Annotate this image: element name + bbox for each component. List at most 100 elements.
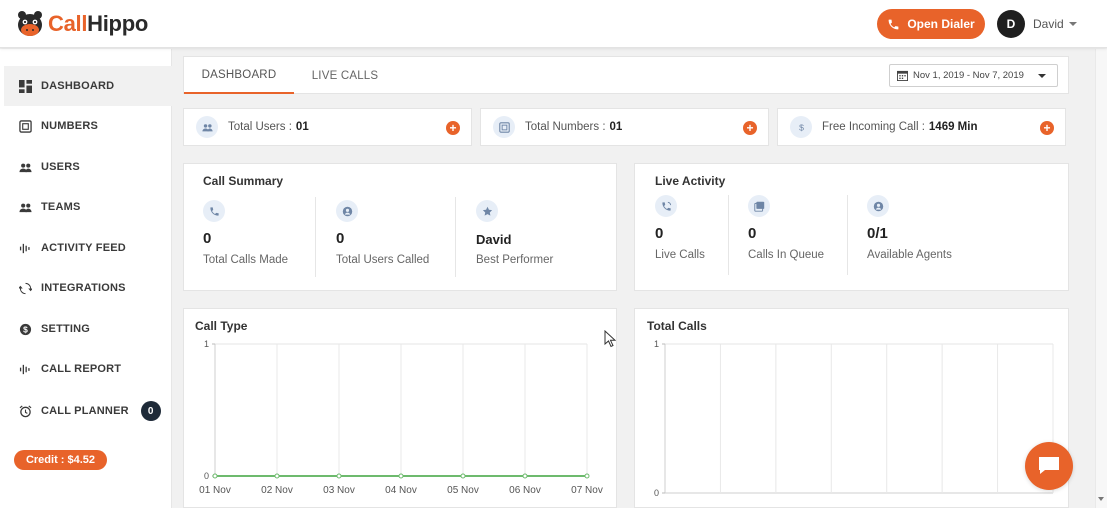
- user-circle-icon: [336, 200, 358, 222]
- live-calls-value: 0: [655, 225, 664, 242]
- sidebar-item-call-planner[interactable]: CALL PLANNER 0: [4, 391, 172, 431]
- call-type-chart: 0 1 01 Nov 02 Nov 03 Nov 04 Nov 05 Nov 06 Nov 07…: [199, 339, 603, 496]
- x-tick-label: 07 Nov: [571, 485, 603, 496]
- svg-text:$: $: [23, 324, 28, 334]
- call-planner-count-badge: 0: [140, 401, 161, 421]
- integrations-icon: [19, 282, 32, 294]
- call-type-title: Call Type: [195, 319, 248, 333]
- numbers-icon: [19, 119, 32, 133]
- sidebar-item-teams[interactable]: TEAMS: [4, 187, 172, 227]
- scroll-down-arrow-icon[interactable]: [1098, 497, 1104, 501]
- available-agents-label: Available Agents: [867, 249, 952, 261]
- data-point: [336, 473, 342, 479]
- date-range-picker[interactable]: Nov 1, 2019 - Nov 7, 2019: [889, 64, 1058, 87]
- sidebar-item-label: CALL REPORT: [41, 363, 122, 375]
- free-incoming-label: Free Incoming Call :: [822, 121, 925, 133]
- divider: [847, 195, 848, 275]
- add-number-button[interactable]: +: [743, 121, 757, 135]
- callhippo-logo[interactable]: CallHippo: [14, 8, 148, 40]
- user-menu[interactable]: David: [1033, 17, 1077, 31]
- sidebar-item-call-report[interactable]: CALL REPORT: [4, 349, 172, 389]
- tab-dashboard[interactable]: DASHBOARD: [184, 57, 294, 94]
- best-performer-value: David: [476, 232, 512, 247]
- live-activity-title: Live Activity: [655, 174, 726, 188]
- divider: [455, 197, 456, 277]
- data-point: [398, 473, 404, 479]
- data-point: [274, 473, 280, 479]
- sidebar-item-label: INTEGRATIONS: [41, 282, 126, 294]
- call-summary-panel: Call Summary 0 Total Calls Made 0 Total …: [183, 163, 617, 291]
- sidebar-item-dashboard[interactable]: DASHBOARD: [4, 66, 172, 106]
- total-numbers-value: 01: [609, 121, 623, 133]
- sidebar: DASHBOARD NUMBERS USERS TEAMS ACTIVITY F…: [0, 49, 172, 508]
- calls-in-queue-label: Calls In Queue: [748, 249, 825, 261]
- divider: [728, 195, 729, 275]
- tab-live-calls[interactable]: LIVE CALLS: [311, 69, 379, 82]
- sidebar-item-setting[interactable]: $ SETTING: [4, 309, 172, 349]
- phone-ringing-icon: [655, 195, 677, 217]
- chat-support-button[interactable]: [1025, 442, 1073, 490]
- data-point: [460, 473, 466, 479]
- live-calls-metric: 0 Live Calls: [655, 195, 705, 265]
- sidebar-item-label: TEAMS: [41, 201, 81, 213]
- total-calls-chart: 01: [654, 339, 1054, 498]
- total-users-called-label: Total Users Called: [336, 254, 430, 266]
- credit-badge[interactable]: Credit : $4.52: [14, 450, 107, 470]
- sidebar-item-label: USERS: [41, 161, 80, 173]
- sidebar-item-users[interactable]: USERS: [4, 147, 172, 187]
- x-tick-label: 05 Nov: [447, 485, 479, 496]
- sidebar-item-activity-feed[interactable]: ACTIVITY FEED: [4, 228, 172, 268]
- open-dialer-label: Open Dialer: [907, 17, 975, 31]
- sidebar-item-numbers[interactable]: NUMBERS: [4, 106, 172, 146]
- total-calls-title: Total Calls: [647, 319, 707, 333]
- x-tick-label: 03 Nov: [323, 485, 355, 496]
- sidebar-item-label: DASHBOARD: [41, 80, 115, 92]
- total-users-called-value: 0: [336, 230, 345, 247]
- free-incoming-card: $ Free Incoming Call : 1469 Min +: [777, 108, 1066, 146]
- username-label: David: [1033, 17, 1064, 31]
- total-users-card: Total Users : 01 +: [183, 108, 472, 146]
- total-users-called-metric: 0 Total Users Called: [336, 200, 429, 270]
- phone-icon: [888, 19, 899, 29]
- free-incoming-value: 1469 Min: [928, 121, 978, 133]
- total-users-label: Total Users :: [228, 121, 292, 133]
- live-calls-label: Live Calls: [655, 249, 705, 261]
- total-numbers-label: Total Numbers :: [525, 121, 606, 133]
- users-icon: [19, 163, 32, 172]
- page-scrollbar[interactable]: [1095, 49, 1107, 508]
- x-tick-label: 04 Nov: [385, 485, 417, 496]
- divider: [315, 197, 316, 277]
- logo-text-call: Call: [48, 11, 88, 36]
- sidebar-item-label: ACTIVITY FEED: [41, 242, 126, 254]
- add-user-button[interactable]: +: [446, 121, 460, 135]
- logo-text-hippo: Hippo: [87, 11, 148, 36]
- avatar[interactable]: D: [997, 10, 1025, 38]
- hippo-logo-icon: [14, 9, 46, 39]
- chevron-down-icon: [1068, 22, 1077, 26]
- setting-icon: $: [19, 323, 32, 335]
- total-calls-made-metric: 0 Total Calls Made: [203, 200, 288, 270]
- data-point: [584, 473, 590, 479]
- sidebar-item-integrations[interactable]: INTEGRATIONS: [4, 268, 172, 308]
- calls-in-queue-metric: 0 Calls In Queue: [748, 195, 824, 265]
- best-performer-metric: David Best Performer: [476, 200, 553, 270]
- activity-icon: [19, 243, 30, 253]
- total-calls-made-label: Total Calls Made: [203, 254, 289, 266]
- date-range-label: Nov 1, 2019 - Nov 7, 2019: [913, 70, 1024, 81]
- dashboard-tabbar: DASHBOARD LIVE CALLS Nov 1, 2019 - Nov 7…: [183, 56, 1069, 94]
- mouse-cursor-icon: [604, 330, 616, 348]
- y-tick-label: 1: [204, 339, 209, 349]
- top-header: CallHippo Open Dialer D David: [0, 0, 1107, 48]
- open-dialer-button[interactable]: Open Dialer: [877, 9, 985, 39]
- best-performer-label: Best Performer: [476, 254, 554, 266]
- teams-icon: [19, 203, 32, 212]
- sidebar-item-label: SETTING: [41, 323, 91, 335]
- y-tick-label: 0: [204, 471, 209, 481]
- total-numbers-card: Total Numbers : 01 +: [480, 108, 769, 146]
- add-minutes-button[interactable]: +: [1040, 121, 1054, 135]
- chevron-down-icon: [1038, 74, 1046, 78]
- data-point: [522, 473, 528, 479]
- svg-text:$: $: [799, 122, 804, 132]
- dashboard-icon: [19, 79, 32, 93]
